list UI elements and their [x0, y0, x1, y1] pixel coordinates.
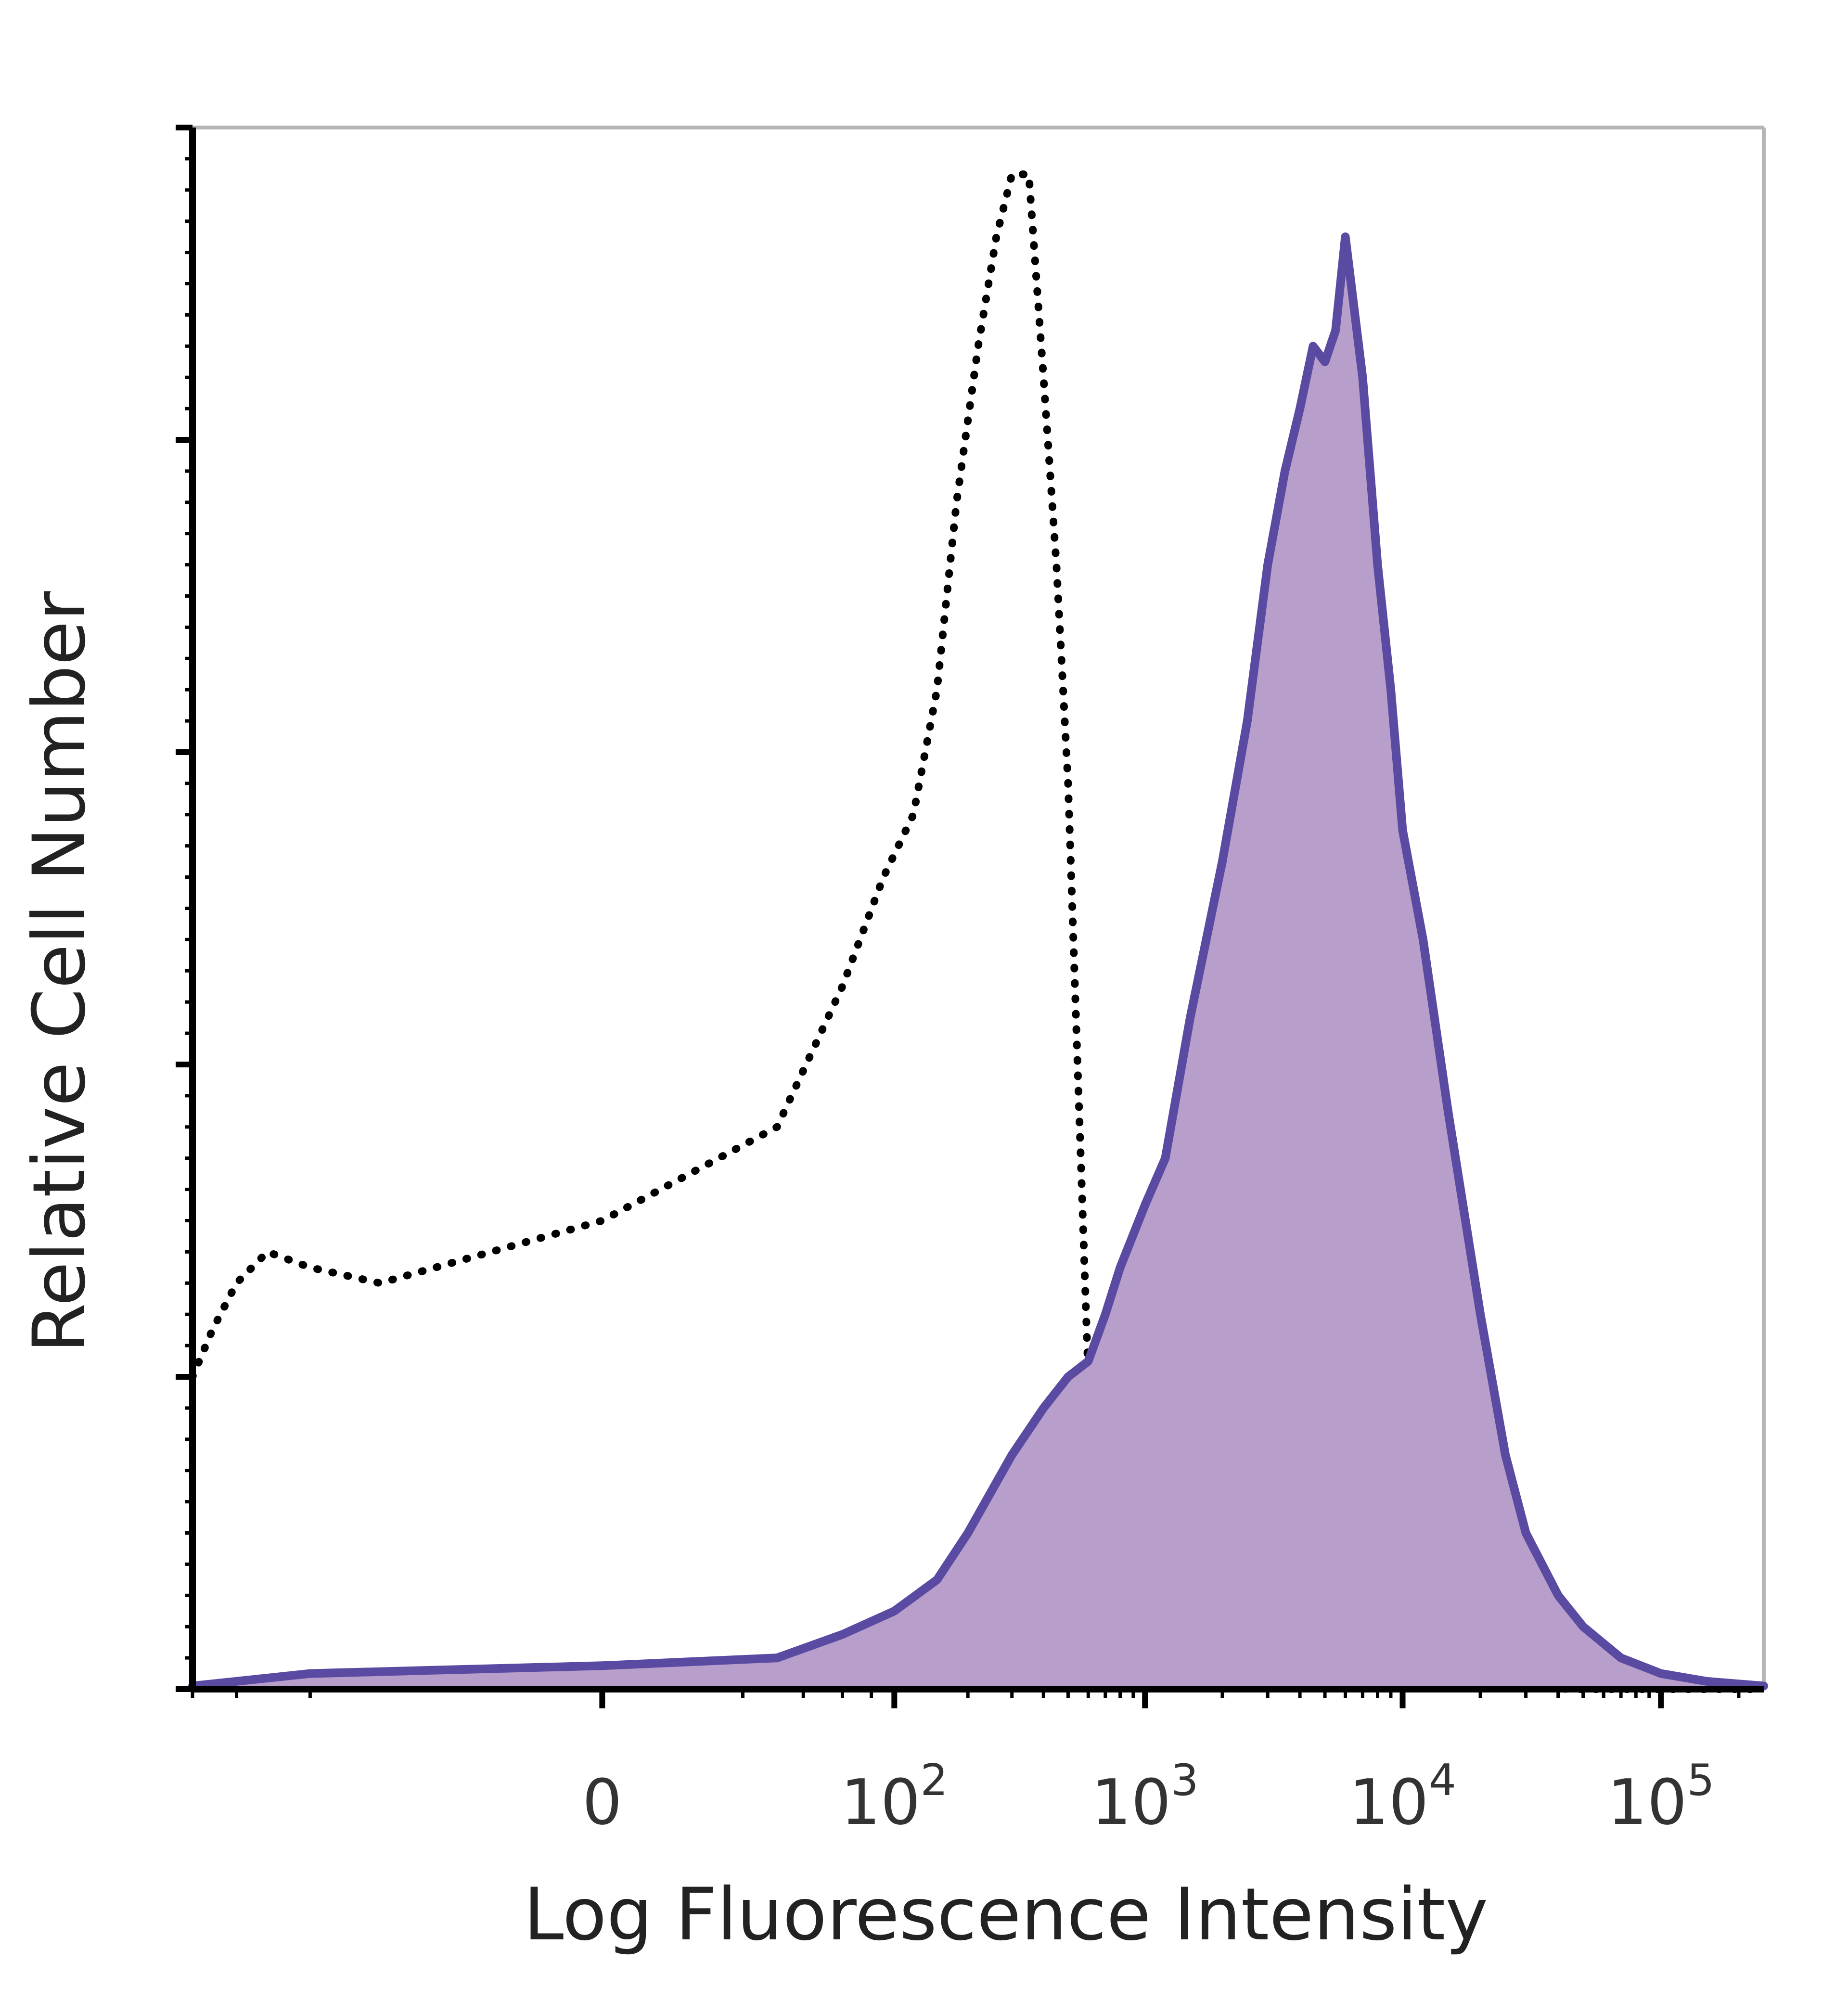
x-tick-label-1: 102 [841, 1755, 948, 1839]
tick-layer: 0 102 103 104 105 [176, 125, 1741, 1839]
x-tick-label-exponent: 3 [1171, 1755, 1198, 1806]
x-tick-label-base: 0 [582, 1766, 622, 1839]
x-tick-label-2: 103 [1091, 1755, 1199, 1839]
x-tick-label-exponent: 2 [920, 1755, 948, 1806]
x-tick-label-4: 105 [1607, 1755, 1715, 1839]
series-1-area [192, 237, 1764, 1689]
x-tick-label-base: 10 [1607, 1766, 1687, 1839]
x-tick-label-base: 10 [1091, 1766, 1171, 1839]
plot-frame [192, 126, 1766, 1689]
x-tick-label-0: 0 [582, 1766, 622, 1839]
x-tick-label-base: 10 [841, 1766, 920, 1839]
x-tick-label-3: 104 [1349, 1755, 1456, 1839]
x-tick-label-base: 10 [1349, 1766, 1428, 1839]
x-tick-label-exponent: 4 [1429, 1755, 1456, 1806]
series-1-line [188, 232, 1768, 1691]
x-tick-label-exponent: 5 [1687, 1755, 1714, 1806]
y-axis-label: Relative Cell Number [18, 591, 102, 1353]
x-axis-label: Log Fluorescence Intensity [524, 1873, 1488, 1957]
series-layer [188, 170, 1768, 1693]
